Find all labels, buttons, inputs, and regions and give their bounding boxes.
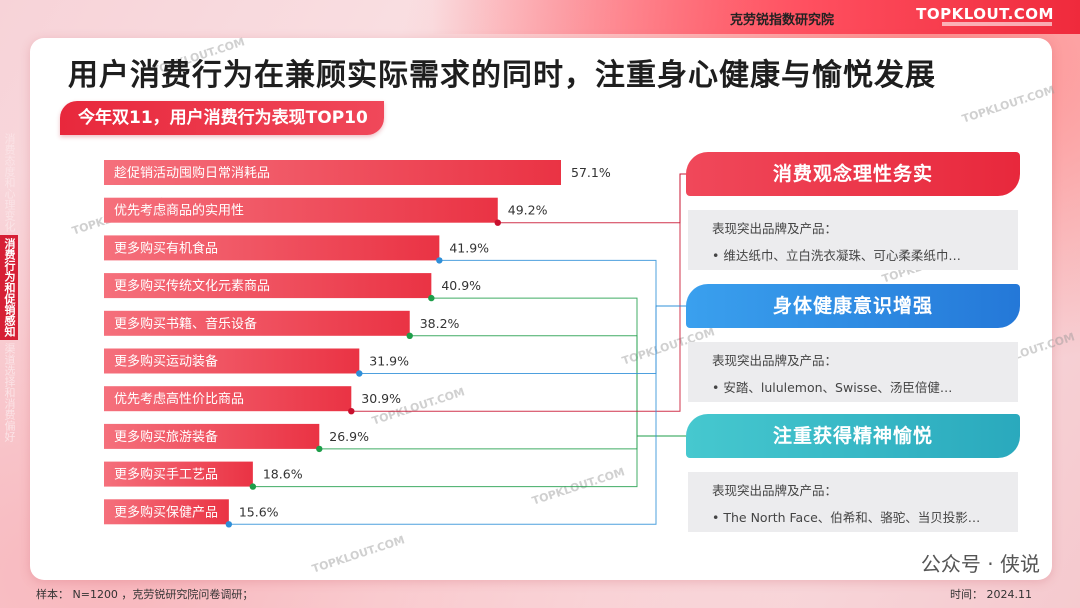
category-label: 更多购买手工艺品	[114, 467, 218, 483]
bar	[104, 386, 352, 412]
category-label: 更多购买保健产品	[114, 504, 218, 520]
category-label: 更多购买有机食品	[114, 240, 218, 256]
bar	[104, 423, 320, 449]
panel-items: • The North Face、伯希和、骆驼、当贝投影…	[712, 510, 981, 525]
connector-line	[252, 435, 686, 488]
connector-line	[319, 435, 686, 450]
topklout-logo: TOPKLOUT.COM	[916, 5, 1054, 23]
category-label: 趁促销活动囤购日常消耗品	[114, 165, 270, 181]
brand-name: 克劳锐指数研究院	[729, 13, 834, 28]
category-label: 更多购买传统文化元素商品	[114, 278, 270, 294]
bar	[104, 348, 360, 374]
category-label: 优先考虑商品的实用性	[114, 203, 244, 219]
top-bar	[0, 0, 1080, 34]
category-label: 更多购买书籍、音乐设备	[114, 316, 257, 332]
panel-body: 表现突出品牌及产品： • The North Face、伯希和、骆驼、当贝投影…	[688, 472, 1018, 532]
footer-time: 时间： 2024.11	[950, 588, 1032, 601]
category-label: 优先考虑高性价比商品	[114, 391, 244, 407]
marker-dot	[316, 445, 323, 453]
connector-line	[431, 297, 686, 437]
value-label: 57.1%	[571, 165, 611, 180]
footer-sample: 样本： N=1200 ，克劳锐研究院问卷调研；	[36, 588, 254, 601]
wechat-watermark: 公众号 · 侠说	[920, 552, 1040, 576]
bar	[104, 160, 561, 185]
side-nav-item-channel[interactable]: 渠道选择和消费偏好	[3, 343, 16, 442]
marker-dot	[356, 370, 363, 377]
panel-items: • 安踏、lululemon、Swisse、汤臣倍健…	[712, 380, 953, 395]
marker-dot	[428, 294, 435, 302]
category-label: 更多购买运动装备	[114, 354, 218, 370]
bar	[104, 197, 498, 223]
panel-heading: 身体健康意识增强	[686, 284, 1020, 328]
bar	[104, 310, 410, 336]
bar	[104, 499, 229, 525]
marker-dot	[494, 219, 501, 226]
connector-line	[228, 305, 686, 525]
value-label: 40.9%	[441, 278, 481, 293]
value-label: 31.9%	[369, 354, 409, 369]
marker-dot	[225, 521, 233, 528]
logo-underline	[942, 22, 1052, 26]
side-nav: 消费态度和心理变化 消费行为和促销感知 渠道选择和消费偏好	[0, 130, 18, 445]
side-nav-item-behavior[interactable]: 消费行为和促销感知	[0, 235, 18, 340]
bar	[104, 273, 432, 299]
value-label: 41.9%	[449, 240, 489, 255]
panel-heading: 消费观念理性务实	[686, 152, 1020, 196]
marker-dot	[348, 408, 355, 415]
connector-line	[409, 335, 686, 437]
value-label: 49.2%	[508, 203, 548, 218]
bar	[104, 235, 440, 261]
panel-label: 表现突出品牌及产品：	[712, 353, 838, 368]
page-title: 用户消费行为在兼顾实际需求的同时，注重身心健康与愉悦发展	[68, 58, 936, 93]
marker-dot	[249, 483, 257, 490]
panel-items: • 维达纸巾、立白洗衣凝珠、可心柔柔纸巾…	[712, 248, 961, 263]
panel-heading: 注重获得精神愉悦	[686, 414, 1020, 458]
value-label: 18.6%	[263, 467, 303, 482]
value-label: 26.9%	[329, 429, 369, 444]
value-label: 38.2%	[420, 316, 460, 331]
value-label: 15.6%	[239, 504, 279, 519]
panel-body: 表现突出品牌及产品： • 维达纸巾、立白洗衣凝珠、可心柔柔纸巾…	[688, 210, 1018, 270]
value-label: 30.9%	[361, 391, 401, 406]
panel-label: 表现突出品牌及产品：	[712, 483, 838, 498]
connector-line	[351, 173, 686, 412]
category-label: 更多购买旅游装备	[114, 429, 218, 445]
marker-dot	[406, 332, 413, 339]
panel-label: 表现突出品牌及产品：	[712, 221, 838, 236]
marker-dot	[436, 257, 443, 264]
chart-subtitle: 今年双11，用户消费行为表现TOP10	[60, 101, 384, 135]
bar	[104, 461, 253, 487]
panel-body: 表现突出品牌及产品： • 安踏、lululemon、Swisse、汤臣倍健…	[688, 342, 1018, 402]
side-nav-item-attitude[interactable]: 消费态度和心理变化	[3, 133, 16, 232]
